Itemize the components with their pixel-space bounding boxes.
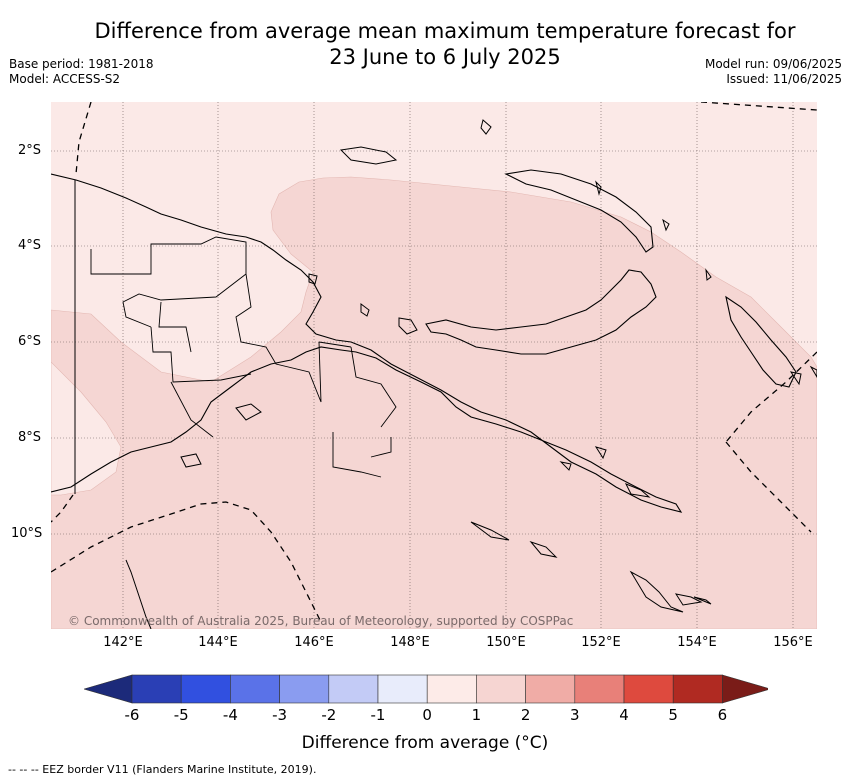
colorbar-tick-label: 1 [471, 706, 482, 724]
map-title: Difference from average mean maximum tem… [60, 18, 830, 70]
lon-label-148e: 148°E [390, 635, 430, 650]
eez-footnote: -- -- -- EEZ border V11 (Flanders Marine… [8, 763, 317, 776]
lon-label-146e: 146°E [294, 635, 334, 650]
base-period: Base period: 1981-2018 [9, 57, 154, 71]
issued-date: Issued: 11/06/2025 [726, 72, 842, 86]
lon-label-144e: 144°E [198, 635, 238, 650]
colorbar-tick-label: -1 [370, 706, 386, 724]
model-run: Model run: 09/06/2025 [704, 57, 842, 71]
colorbar-tick-label: 6 [717, 706, 728, 724]
colorbar-label: Difference from average (°C) [301, 733, 549, 753]
new-guinea-coastline [51, 173, 683, 513]
run-info: Model run: 09/06/2025 Issued: 11/06/2025 [705, 57, 842, 87]
lon-label-156e: 156°E [773, 635, 813, 650]
title-line-2: 23 June to 6 July 2025 [329, 45, 561, 69]
model-info: Base period: 1981-2018 Model: ACCESS-S2 [9, 57, 154, 87]
colorbar [84, 674, 768, 704]
colorbar-tick-label: -4 [222, 706, 238, 724]
lat-label-8s: 8°S [18, 430, 42, 445]
lon-label-152e: 152°E [581, 635, 621, 650]
model-name: Model: ACCESS-S2 [9, 72, 121, 86]
lon-label-142e: 142°E [103, 635, 143, 650]
colorbar-extend-high [722, 674, 768, 704]
colorbar-segment [328, 674, 379, 704]
colorbar-tick-label: -5 [173, 706, 189, 724]
colorbar-tick-label: -6 [124, 706, 140, 724]
colorbar-segment [377, 674, 428, 704]
lat-label-2s: 2°S [18, 143, 42, 158]
colorbar-tick-label: 4 [619, 706, 629, 724]
graticule [51, 102, 817, 629]
colorbar-tick-label: 5 [668, 706, 678, 724]
colorbar-tick-label: 0 [422, 706, 432, 724]
eez-borders [51, 102, 817, 623]
colorbar-tick-label: -2 [321, 706, 337, 724]
title-line-1: Difference from average mean maximum tem… [94, 19, 796, 43]
colorbar-segment [131, 674, 182, 704]
colorbar-tick-label: 3 [570, 706, 580, 724]
lon-label-150e: 150°E [486, 635, 526, 650]
colorbar-segment [476, 674, 526, 704]
lon-label-154e: 154°E [677, 635, 717, 650]
colorbar-segment [623, 674, 674, 704]
provincial-borders [90, 236, 397, 478]
lat-label-10s: 10°S [11, 526, 43, 541]
colorbar-extend-low [84, 674, 133, 704]
new-britain-coastline [425, 269, 657, 355]
colorbar-segment [525, 674, 576, 704]
new-ireland-coastline [504, 169, 654, 253]
map-panel [51, 102, 817, 629]
colorbar-segment [279, 674, 330, 704]
bougainville-coastline [725, 295, 797, 388]
lat-label-4s: 4°S [18, 238, 42, 253]
colorbar-segment [180, 674, 231, 704]
copyright-credit: © Commonwealth of Australia 2025, Bureau… [68, 614, 574, 628]
anomaly-0-to-1-tongue [51, 361, 122, 496]
small-islands [180, 119, 817, 613]
colorbar-segment [672, 674, 723, 704]
australia-coastline [125, 559, 152, 629]
colorbar-segment [574, 674, 625, 704]
lat-label-6s: 6°S [18, 334, 42, 349]
colorbar-segment [230, 674, 280, 704]
map-svg [51, 102, 817, 629]
colorbar-tick-label: -3 [272, 706, 288, 724]
anomaly-1-to-2-region [51, 176, 817, 629]
colorbar-segment [426, 674, 477, 704]
colorbar-tick-label: 2 [520, 706, 531, 724]
